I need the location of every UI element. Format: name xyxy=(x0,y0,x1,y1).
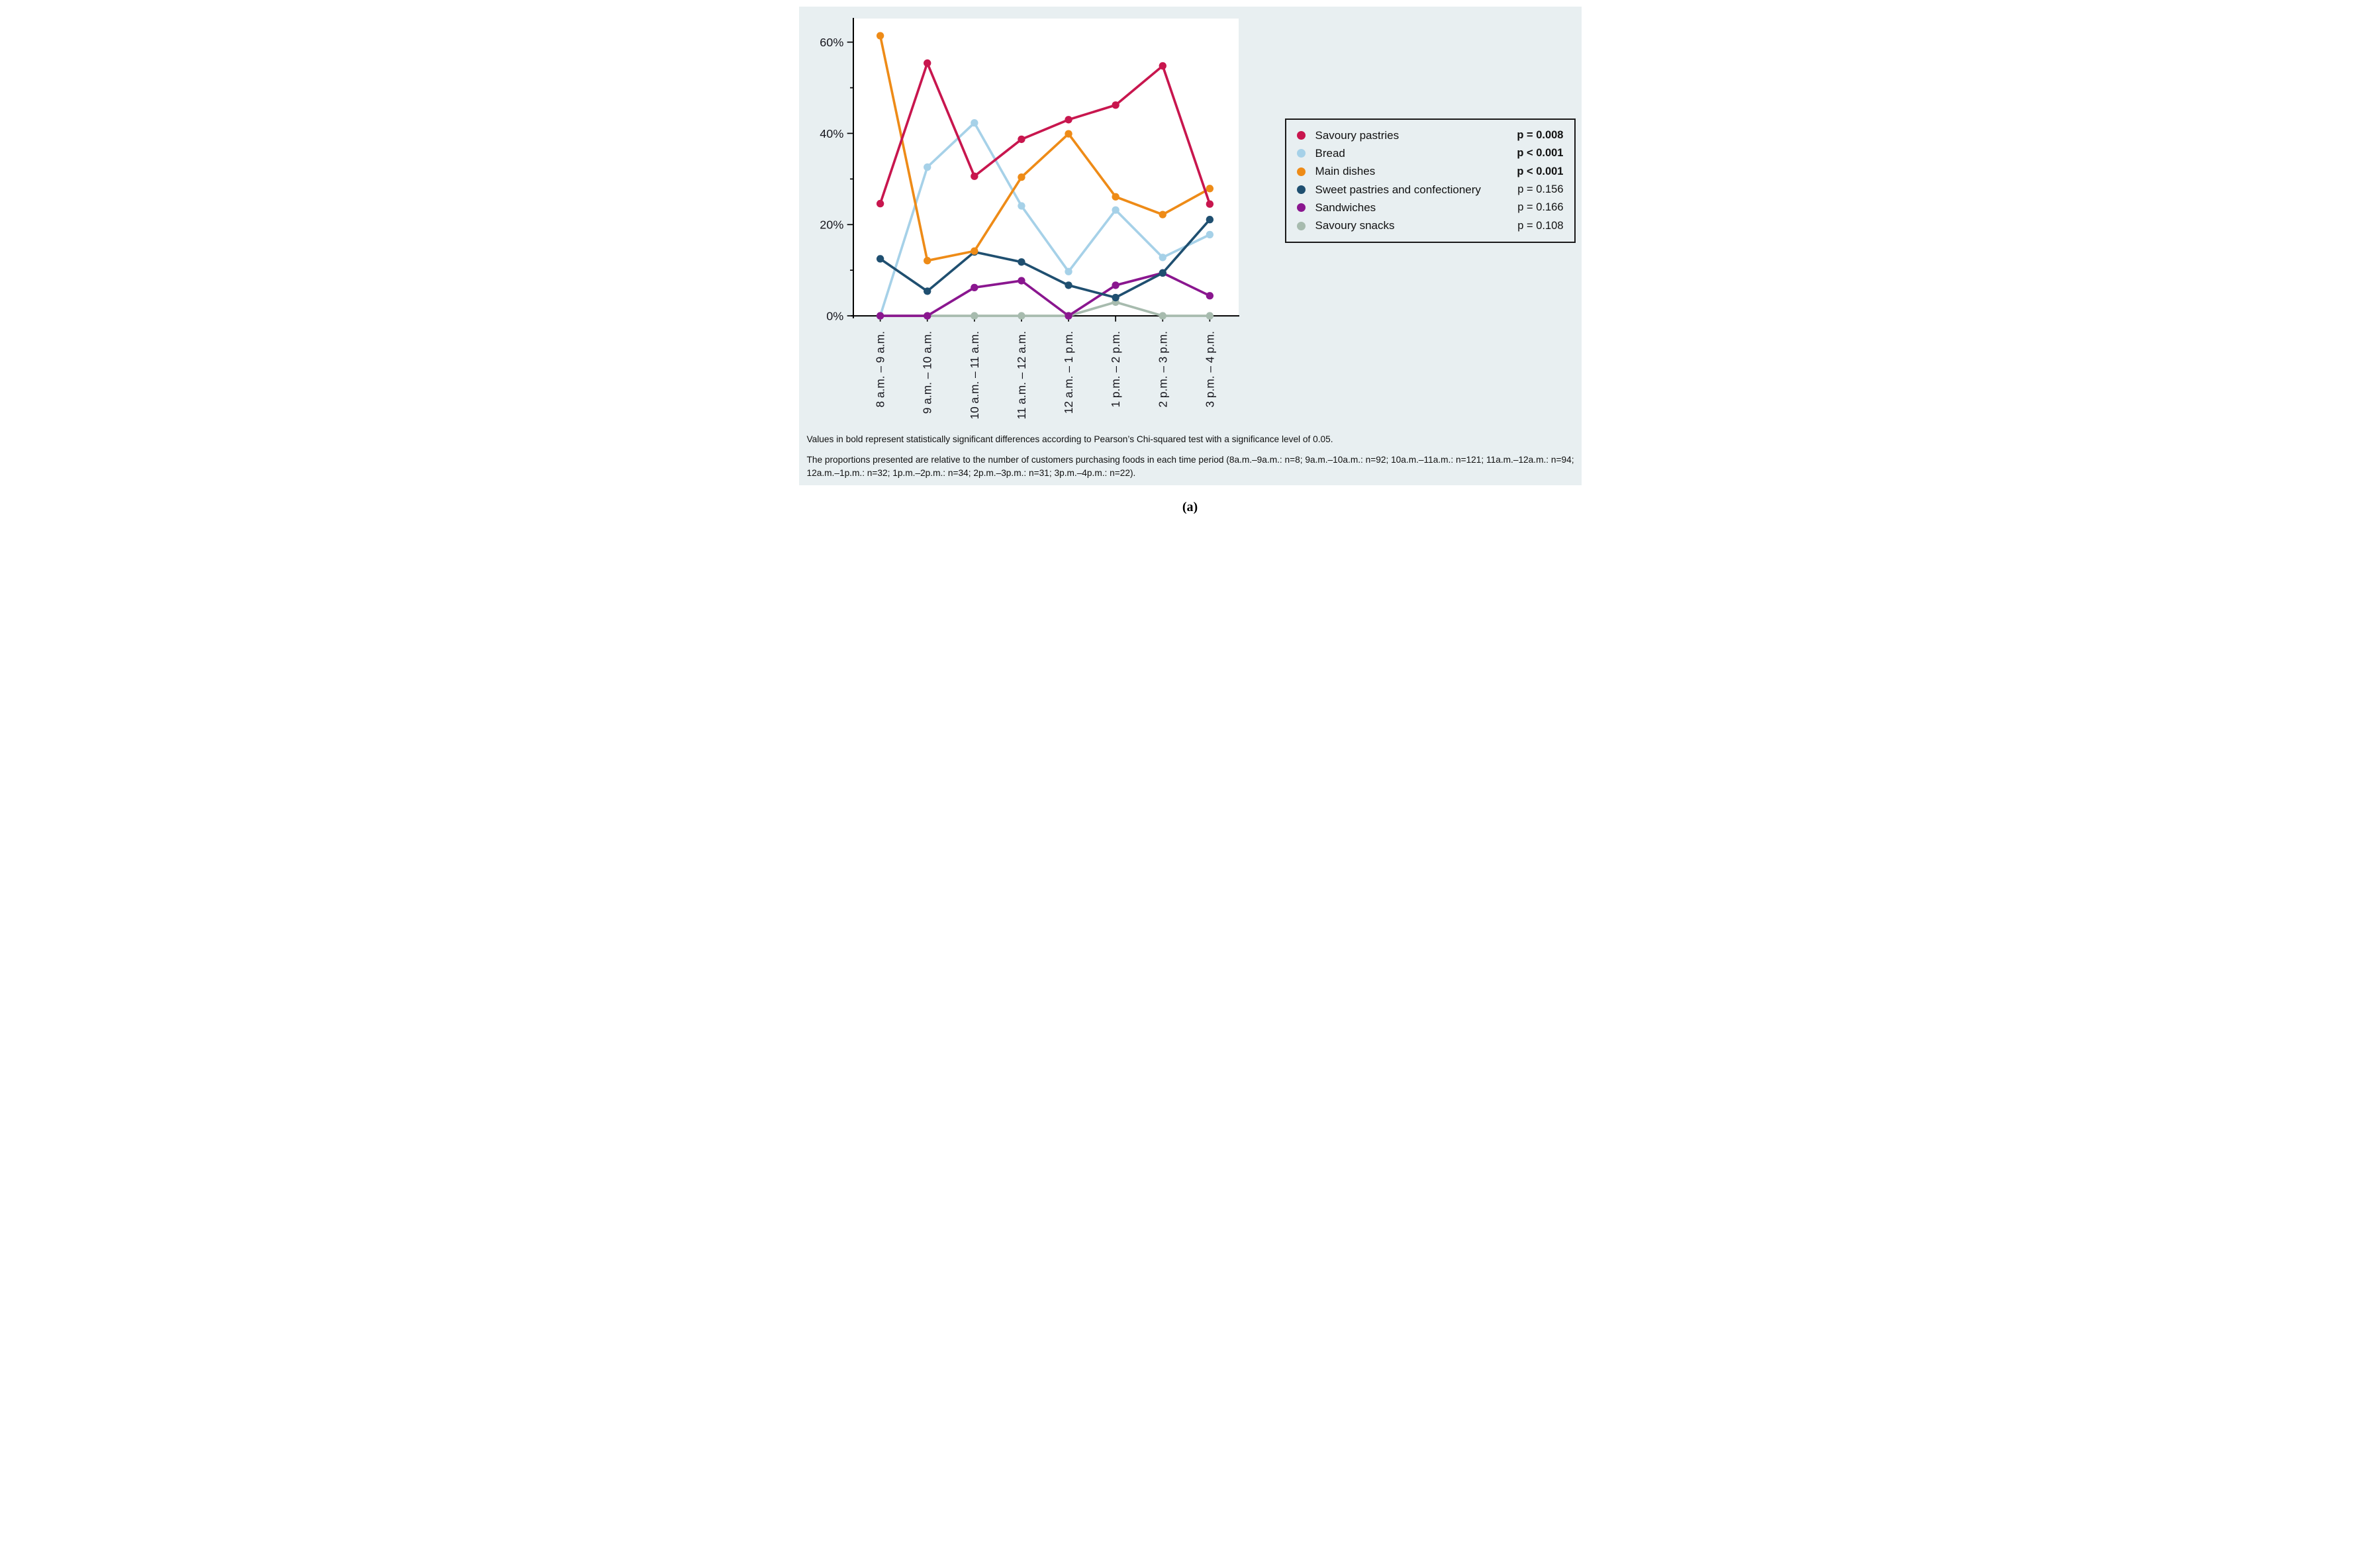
data-point xyxy=(970,118,978,127)
legend-color-dot xyxy=(1296,221,1306,230)
x-tick-label: 9 a.m. – 10 a.m. xyxy=(920,331,933,414)
data-point xyxy=(923,312,931,320)
x-tick-label: 8 a.m. – 9 a.m. xyxy=(873,331,886,407)
legend-p-value: p < 0.001 xyxy=(1517,147,1564,160)
y-tick-label: 60% xyxy=(820,36,843,49)
x-tick-label: 3 p.m. – 4 p.m. xyxy=(1203,331,1216,407)
legend-color-dot xyxy=(1296,167,1306,176)
data-point xyxy=(1206,292,1214,300)
series-sandwiches xyxy=(876,269,1214,320)
legend-item: Sandwiches p = 0.166 xyxy=(1296,201,1564,214)
data-point xyxy=(970,283,978,292)
legend-p-value: p < 0.001 xyxy=(1517,165,1564,177)
data-point xyxy=(923,287,931,295)
data-point xyxy=(1017,258,1025,266)
data-point xyxy=(1206,216,1214,224)
data-point xyxy=(1064,267,1072,275)
data-point xyxy=(1159,254,1166,261)
data-point xyxy=(970,172,978,180)
data-point xyxy=(1206,200,1214,208)
data-point xyxy=(970,312,978,320)
data-point xyxy=(876,312,884,320)
legend-p-value: p = 0.166 xyxy=(1517,201,1564,214)
data-point xyxy=(1064,312,1072,320)
y-tick-label: 0% xyxy=(826,309,843,322)
legend-series-label: Bread xyxy=(1315,146,1345,160)
legend-item: Savoury pastries p = 0.008 xyxy=(1296,128,1564,142)
y-tick-label: 20% xyxy=(820,218,843,232)
data-point xyxy=(1064,116,1072,124)
footnote-sample-sizes: The proportions presented are relative t… xyxy=(806,454,1574,479)
series-savoury-pastries xyxy=(876,59,1214,208)
legend-series-label: Sandwiches xyxy=(1315,201,1376,214)
data-point xyxy=(876,255,884,263)
x-tick-label: 12 a.m. – 1 p.m. xyxy=(1062,331,1075,414)
data-point xyxy=(1017,277,1025,285)
footnote-significance: Values in bold represent statistically s… xyxy=(806,434,1333,444)
data-point xyxy=(1159,211,1166,218)
data-point xyxy=(876,32,884,40)
data-point xyxy=(1017,202,1025,210)
data-point xyxy=(876,199,884,208)
legend-item: Main dishes p < 0.001 xyxy=(1296,165,1564,178)
data-point xyxy=(1064,281,1072,289)
series-line xyxy=(879,62,1211,206)
data-point xyxy=(1111,206,1119,214)
figure-page: 0% 20% 40% 60% 8 a.m. – 9 a.m. 9 a.m. – 10 a.… xyxy=(793,0,1587,522)
legend-color-dot xyxy=(1296,203,1306,213)
data-point xyxy=(1111,281,1119,289)
data-point xyxy=(1159,269,1166,277)
series-line xyxy=(879,271,1211,317)
data-point xyxy=(1111,193,1119,201)
data-point xyxy=(923,59,931,68)
series-line xyxy=(879,121,1211,317)
y-tick-label: 40% xyxy=(820,127,843,140)
data-point xyxy=(1159,312,1166,320)
data-point xyxy=(1111,101,1119,109)
line-chart: 0% 20% 40% 60% 8 a.m. – 9 a.m. 9 a.m. – 10 a.… xyxy=(820,17,1239,420)
series-main-dishes xyxy=(876,32,1214,265)
data-point xyxy=(1064,130,1072,138)
series-line xyxy=(879,301,1211,317)
data-point xyxy=(1159,62,1166,70)
figure-caption: (a) xyxy=(1182,500,1198,514)
data-point xyxy=(1206,185,1214,193)
legend-p-value: p = 0.156 xyxy=(1517,183,1564,196)
y-axis-ticks xyxy=(847,41,853,316)
legend-series-label: Savoury pastries xyxy=(1315,128,1400,142)
x-tick-label: 11 a.m. – 12 a.m. xyxy=(1014,331,1027,419)
data-point xyxy=(1111,293,1119,302)
legend-p-value: p = 0.108 xyxy=(1517,219,1564,232)
legend-item: Bread p < 0.001 xyxy=(1296,146,1564,160)
data-point xyxy=(1206,230,1214,239)
legend-series-label: Savoury snacks xyxy=(1315,219,1395,232)
legend-series-label: Sweet pastries and confectionery xyxy=(1315,183,1481,196)
data-point xyxy=(923,257,931,265)
legend-item: Sweet pastries and confectionery p = 0.15… xyxy=(1296,183,1564,197)
x-tick-label: 1 p.m. – 2 p.m. xyxy=(1109,331,1122,407)
data-point xyxy=(923,163,931,171)
legend-p-value: p = 0.008 xyxy=(1517,129,1564,142)
chart-legend: Savoury pastries p = 0.008 Bread p < 0.001 M… xyxy=(1284,118,1576,243)
data-point xyxy=(1017,312,1025,320)
data-point xyxy=(1206,312,1214,320)
x-tick-label: 2 p.m. – 3 p.m. xyxy=(1156,331,1169,407)
figure-footnotes: Values in bold represent statistically s… xyxy=(807,433,1576,487)
legend-item: Savoury snacks p = 0.108 xyxy=(1296,219,1564,232)
legend-color-dot xyxy=(1296,131,1306,140)
legend-series-label: Main dishes xyxy=(1315,165,1376,178)
series-line xyxy=(879,34,1211,262)
plot-area xyxy=(853,18,1239,316)
data-point xyxy=(970,247,978,255)
data-point xyxy=(1017,173,1025,181)
data-point xyxy=(1017,135,1025,144)
x-tick-label: 10 a.m. – 11 a.m. xyxy=(967,331,980,419)
legend-color-dot xyxy=(1296,185,1306,195)
legend-color-dot xyxy=(1296,149,1306,158)
figure-panel: 0% 20% 40% 60% 8 a.m. – 9 a.m. 9 a.m. – 10 a.… xyxy=(798,7,1582,487)
series-line xyxy=(879,218,1211,299)
